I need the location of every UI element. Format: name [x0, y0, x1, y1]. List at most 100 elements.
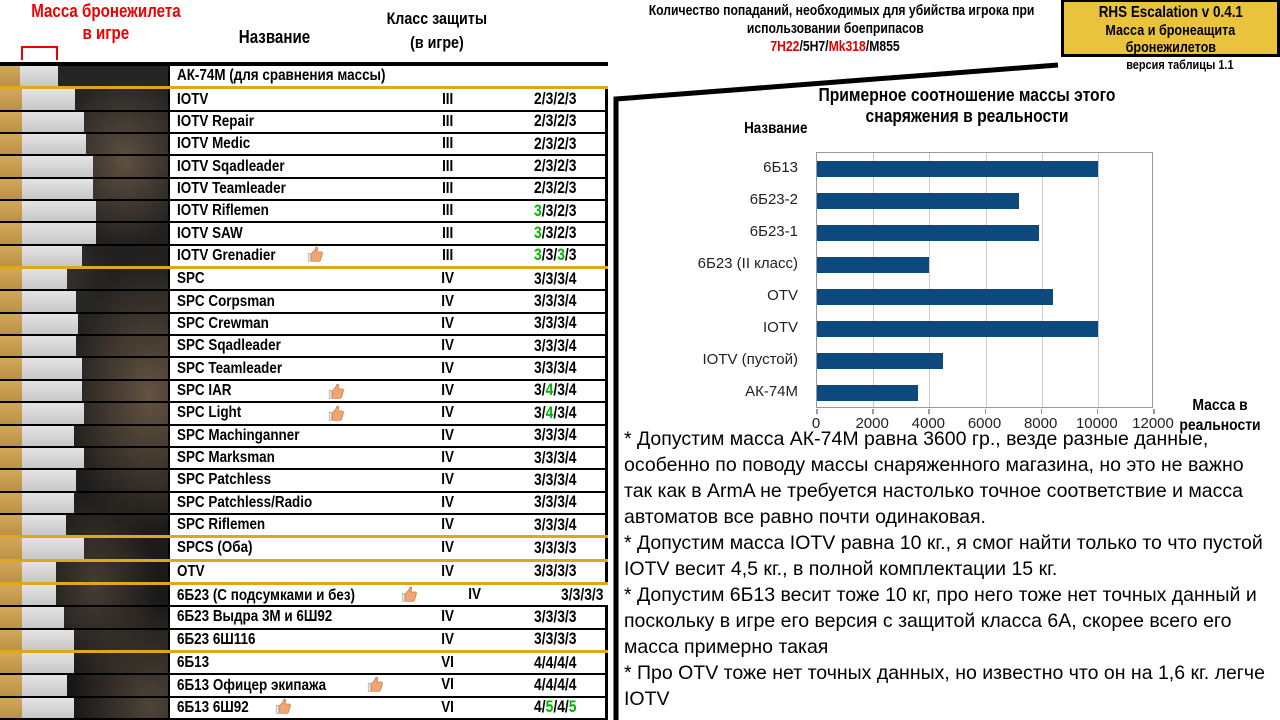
protection-class: III — [441, 135, 454, 153]
note-paragraph: * Про OTV тоже нет точных данных, но изв… — [624, 662, 1265, 710]
gold-mass-bar — [0, 156, 22, 177]
tick-label: 4000 — [911, 415, 946, 432]
ingame-mass-bars — [0, 178, 168, 200]
gridline — [929, 153, 931, 407]
gold-mass-bar — [0, 111, 22, 133]
chart-bar — [817, 225, 1039, 241]
table-row: 6Б13 Офицер экипажа VI 4/4/4/4 — [0, 675, 608, 698]
protection-class: VI — [441, 676, 454, 694]
row-label-cell: SPC Machinganner IV 3/3/3/4 — [168, 425, 608, 446]
gold-mass-bar — [0, 447, 22, 469]
ingame-mass-bars — [0, 380, 168, 402]
chart-bar — [817, 353, 944, 369]
ingame-mass-bars — [0, 245, 168, 267]
vest-name: SPC Teamleader — [177, 359, 283, 377]
ingame-mass-title: Масса бронежилета в игре — [31, 1, 181, 43]
gold-mass-bar — [0, 675, 22, 696]
notes-block: * Допустим масса АК-74М равна 3600 гр., … — [624, 426, 1276, 712]
vest-name: 6Б23 (С подсумками и без) — [177, 586, 356, 604]
hits-to-kill: 3/3/3/4 — [533, 448, 577, 467]
chart-panel: Примерное соотношение массы этого снаряж… — [612, 60, 1280, 720]
gray-mass-bar — [22, 492, 74, 513]
table-row: SPC IV 3/3/3/4 — [0, 269, 608, 292]
row-label-cell: SPC IV 3/3/3/4 — [168, 269, 608, 290]
protection-class: IV — [441, 381, 454, 399]
thumbs-up-icon — [274, 698, 291, 715]
gold-mass-bar — [0, 403, 22, 424]
gold-mass-bar — [0, 269, 22, 290]
hits-to-kill: 3/3/3/4 — [533, 359, 577, 378]
gridline — [985, 153, 987, 407]
gray-mass-bar — [22, 538, 84, 559]
gold-mass-bar — [0, 358, 22, 379]
vest-name: SPCS (Оба) — [177, 539, 253, 557]
gray-mass-bar — [22, 425, 74, 446]
chart-bar — [817, 321, 1098, 337]
row-label-cell: IOTV Medic III 2/3/2/3 — [168, 134, 608, 155]
gridline — [1041, 153, 1043, 407]
vest-name: SPC Patchless — [177, 471, 272, 489]
protection-class: IV — [441, 359, 454, 377]
protection-class: IV — [441, 426, 454, 444]
protection-class: IV — [441, 608, 454, 626]
ingame-mass-bars — [0, 66, 168, 87]
chart-category: OTV — [767, 287, 798, 304]
note-paragraph: * Допустим масса IOTV равна 10 кг., я см… — [624, 532, 1263, 580]
ingame-mass-bars — [0, 447, 168, 469]
gold-mass-bar — [0, 492, 22, 513]
vest-name: 6Б23 6Ш116 — [177, 630, 256, 648]
vest-name: SPC Machinganner — [177, 426, 300, 444]
ingame-mass-bars — [0, 492, 168, 513]
tick-mark — [872, 409, 874, 414]
tick-label: 8000 — [1023, 415, 1058, 432]
hits-to-kill: 3/3/2/3 — [533, 201, 577, 220]
ammo-type: Mk318 — [828, 39, 866, 55]
vest-name: SPC Riflemen — [177, 516, 266, 534]
table-row: IOTV III 2/3/2/3 — [0, 89, 608, 112]
table-row: SPC Crewman IV 3/3/3/4 — [0, 313, 608, 337]
tick-label: 12000 — [1132, 415, 1174, 432]
tick-mark — [928, 409, 930, 414]
chart-category: 6Б23-2 — [749, 191, 798, 208]
vest-name: IOTV Riflemen — [177, 202, 269, 220]
ingame-mass-bars — [0, 425, 168, 446]
thumbs-up-icon — [306, 246, 323, 263]
vest-name: SPC Crewman — [177, 314, 269, 332]
gray-mass-bar — [22, 156, 93, 177]
armor-table: АК-74М (для сравнения массы) IOTV III 2/… — [0, 62, 644, 720]
row-label-cell: SPC Marksman IV 3/3/3/4 — [168, 447, 608, 469]
row-label-cell: OTV IV 3/3/3/3 — [168, 561, 608, 582]
chart-bar — [817, 289, 1053, 305]
ingame-mass-bars — [0, 697, 168, 718]
gray-mass-bar — [20, 66, 58, 87]
chart-category: 6Б13 — [763, 159, 798, 176]
hits-to-kill: 3/3/3/3 — [533, 246, 577, 265]
row-label-cell: IOTV III 2/3/2/3 — [168, 89, 608, 110]
vest-name: IOTV Teamleader — [177, 179, 286, 197]
vest-name: IOTV — [177, 90, 209, 108]
protection-class: IV — [441, 493, 454, 511]
ammo-types: 7Н22/5Н7/Mk318/М855 — [770, 38, 899, 56]
vest-name: АК-74М (для сравнения массы) — [177, 67, 386, 85]
hits-to-kill: 3/3/3/4 — [533, 292, 577, 311]
table-row: SPCS (Оба) IV 3/3/3/3 — [0, 538, 608, 562]
ammo-type: /5Н7/ — [799, 39, 829, 55]
hits-to-kill: 3/3/3/3 — [533, 607, 577, 626]
gray-mass-bar — [22, 652, 74, 674]
row-label-cell: 6Б23 Выдра 3М и 6Ш92 IV 3/3/3/3 — [168, 607, 608, 628]
table-row: 6Б23 Выдра 3М и 6Ш92 IV 3/3/3/3 — [0, 607, 608, 630]
gold-mass-bar — [0, 561, 22, 582]
table-row: SPC Riflemen IV 3/3/3/4 — [0, 514, 608, 539]
hits-to-kill: 2/3/2/3 — [533, 112, 577, 131]
gray-mass-bar — [22, 675, 67, 696]
thumbs-up-icon — [327, 405, 344, 422]
chart-category: 6Б23 (II класс) — [697, 255, 798, 272]
hits-to-kill: 3/4/3/4 — [533, 381, 577, 400]
chart-categories-label: Название — [744, 120, 808, 137]
gray-mass-bar — [22, 313, 78, 335]
hits-to-kill: 3/3/3/4 — [533, 493, 577, 512]
hits-to-kill: 2/3/2/3 — [533, 134, 577, 153]
table-row: 6Б13 6Ш92 VI 4/5/4/5 — [0, 697, 608, 720]
row-label-cell: SPC Crewman IV 3/3/3/4 — [168, 313, 608, 335]
gold-mass-bar — [0, 629, 22, 650]
